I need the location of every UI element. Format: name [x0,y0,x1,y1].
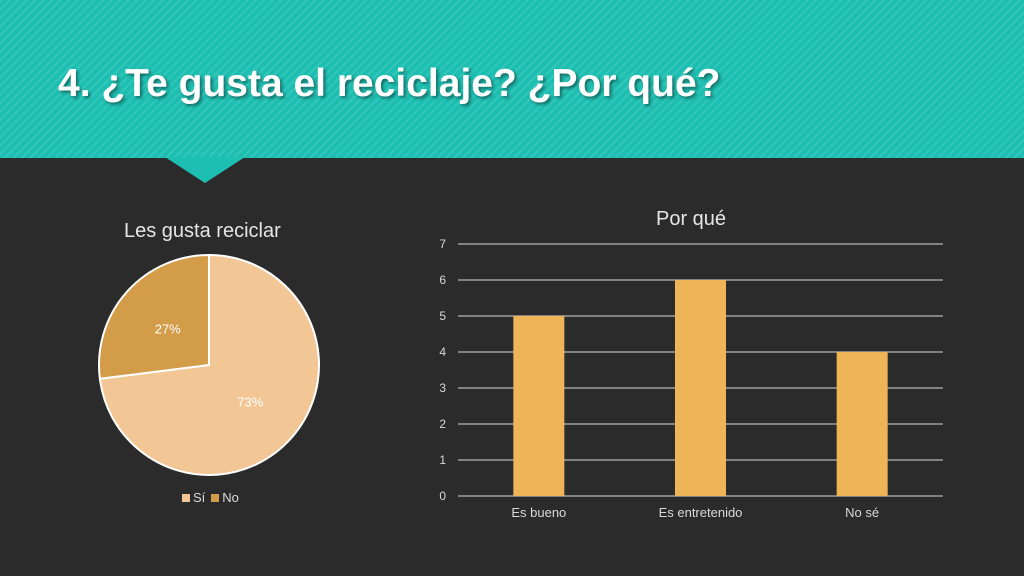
slide-title: 4. ¿Te gusta el reciclaje? ¿Por qué? [58,62,721,105]
title-banner [0,0,1024,158]
x-tick-label-2: No sé [845,505,879,520]
y-tick-label-3: 3 [439,381,446,395]
legend-label-si: Sí [193,490,206,505]
legend-item-no: No [211,490,239,505]
y-tick-label-6: 6 [439,273,446,287]
y-tick-label-2: 2 [439,417,446,431]
pie-slice-1 [98,253,210,380]
legend-item-si: Sí [182,490,205,505]
y-tick-label-5: 5 [439,309,446,323]
pie-data-label-1: 27% [155,322,181,337]
y-tick-label-7: 7 [439,237,446,251]
legend-swatch-si [182,493,190,502]
banner-notch [165,157,245,183]
y-tick-label-1: 1 [439,453,446,467]
legend-swatch-no [211,493,220,502]
y-tick-label-0: 0 [439,489,446,503]
bar-chart-title: Por qué [656,208,727,230]
bar-1 [675,280,726,496]
x-tick-label-0: Es bueno [511,505,566,520]
pie-chart-title: Les gusta reciclar [124,220,281,242]
x-tick-label-1: Es entretenido [659,505,743,520]
bar-0 [513,316,565,496]
legend-label-no: No [222,490,239,505]
pie-legend: Sí No [182,490,239,505]
y-tick-label-4: 4 [439,345,446,359]
pie-data-label-0: 73% [237,394,263,409]
bar-2 [836,352,888,496]
